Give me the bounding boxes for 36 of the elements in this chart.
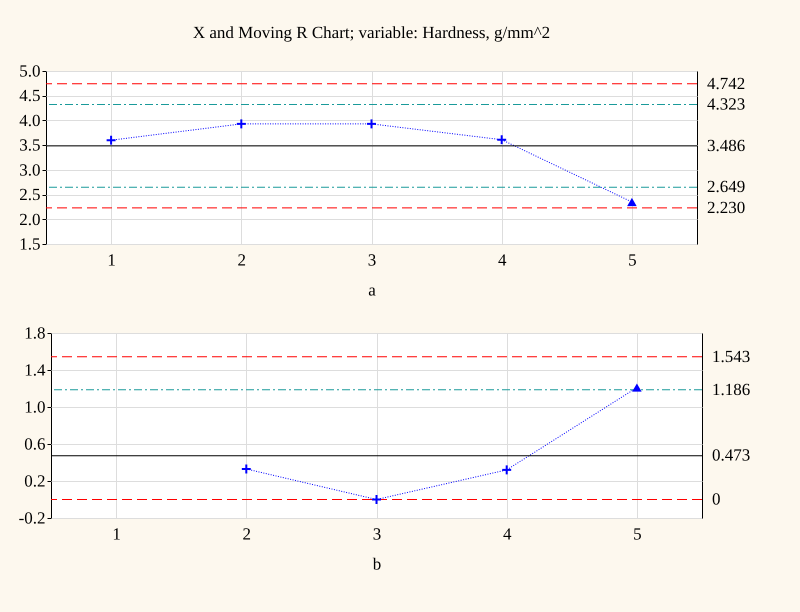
x-tick-label: 3 bbox=[372, 524, 382, 544]
x-tick-label: 3 bbox=[368, 250, 376, 270]
ref-line-label: 4.742 bbox=[707, 74, 746, 93]
y-tick-label: 2.5 bbox=[19, 185, 40, 204]
x-tick-label: 5 bbox=[628, 250, 637, 270]
ref-line-label: 1.543 bbox=[712, 346, 750, 366]
x-tick-label: 5 bbox=[633, 524, 642, 544]
y-tick-label: 3.0 bbox=[19, 160, 40, 180]
y-tick-label: 0.2 bbox=[24, 472, 46, 490]
x-axis-title: b bbox=[372, 554, 382, 574]
x-tick-label: 2 bbox=[242, 524, 252, 544]
y-tick-label: 1.0 bbox=[24, 398, 46, 416]
ref-line-label: 0 bbox=[712, 490, 720, 508]
y-tick-label: 4.5 bbox=[19, 86, 40, 106]
y-tick-label: 3.5 bbox=[19, 136, 40, 155]
y-tick-label: 1.4 bbox=[24, 360, 46, 380]
ref-line-label: 3.486 bbox=[707, 136, 746, 155]
x-tick-label: 4 bbox=[502, 524, 512, 544]
x-tick-label: 4 bbox=[498, 250, 507, 270]
x-tick-label: 1 bbox=[107, 250, 116, 270]
y-tick-label: 2.0 bbox=[19, 210, 40, 229]
y-tick-label: 4.0 bbox=[19, 110, 40, 130]
y-tick-label: 1.8 bbox=[24, 324, 46, 342]
y-tick-label: 5.0 bbox=[19, 62, 40, 80]
y-tick-label: 1.5 bbox=[19, 234, 40, 254]
y-tick-label: -0.2 bbox=[18, 508, 46, 528]
ref-line-label: 2.649 bbox=[707, 177, 746, 196]
y-tick-label: 0.6 bbox=[24, 434, 46, 454]
x-tick-label: 1 bbox=[112, 524, 121, 544]
ref-line-label: 1.186 bbox=[712, 380, 750, 399]
x-axis-title: a bbox=[368, 280, 376, 300]
ref-line-label: 2.230 bbox=[707, 198, 746, 217]
x-tick-label: 2 bbox=[238, 250, 246, 270]
ref-line-label: 4.323 bbox=[707, 94, 746, 114]
chart-title: X and Moving R Chart; variable: Hardness, g/mm^2 bbox=[192, 23, 550, 42]
ref-line-label: 0.473 bbox=[712, 446, 750, 465]
